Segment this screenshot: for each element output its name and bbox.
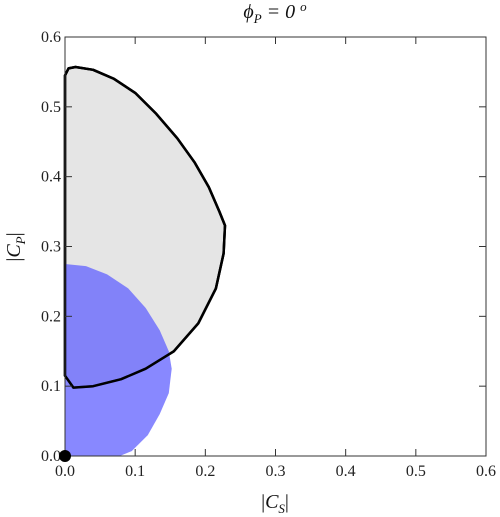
x-tick-label: 0.6 [476,463,496,480]
points-layer [59,450,71,462]
x-tick-label: 0.2 [195,463,215,480]
y-tick-label: 0.0 [41,448,61,465]
y-axis-label: |CP| [3,232,28,261]
chart-title: ϕP = 0 o [243,0,307,26]
y-tick-label: 0.3 [41,239,61,256]
x-tick-label: 0.5 [406,463,426,480]
regions-layer [63,65,227,456]
x-tick-label: 0.3 [266,463,286,480]
x-tick-label: 0.1 [125,463,145,480]
x-tick-label: 0.4 [336,463,356,480]
y-tick-label: 0.2 [41,308,61,325]
x-axis-label: |CS| [261,491,289,516]
title-phi: ϕ [243,1,253,23]
origin-point [59,450,71,462]
blue-allowed-region [65,264,172,456]
y-tick-label: 0.6 [41,29,61,46]
title-sub: P [253,11,262,26]
y-tick-label: 0.5 [41,99,61,116]
y-tick-label: 0.4 [41,169,61,186]
tick-labels-layer: 0.0 0.1 0.2 0.3 0.4 0.5 0.6 0.0 0.1 0.2 0.3 0.4 0.5 0… [41,29,496,480]
x-tick-label: 0.0 [55,463,75,480]
y-tick-label: 0.1 [41,378,61,395]
gray-region-outline [63,65,227,389]
ticks-layer [64,36,487,457]
